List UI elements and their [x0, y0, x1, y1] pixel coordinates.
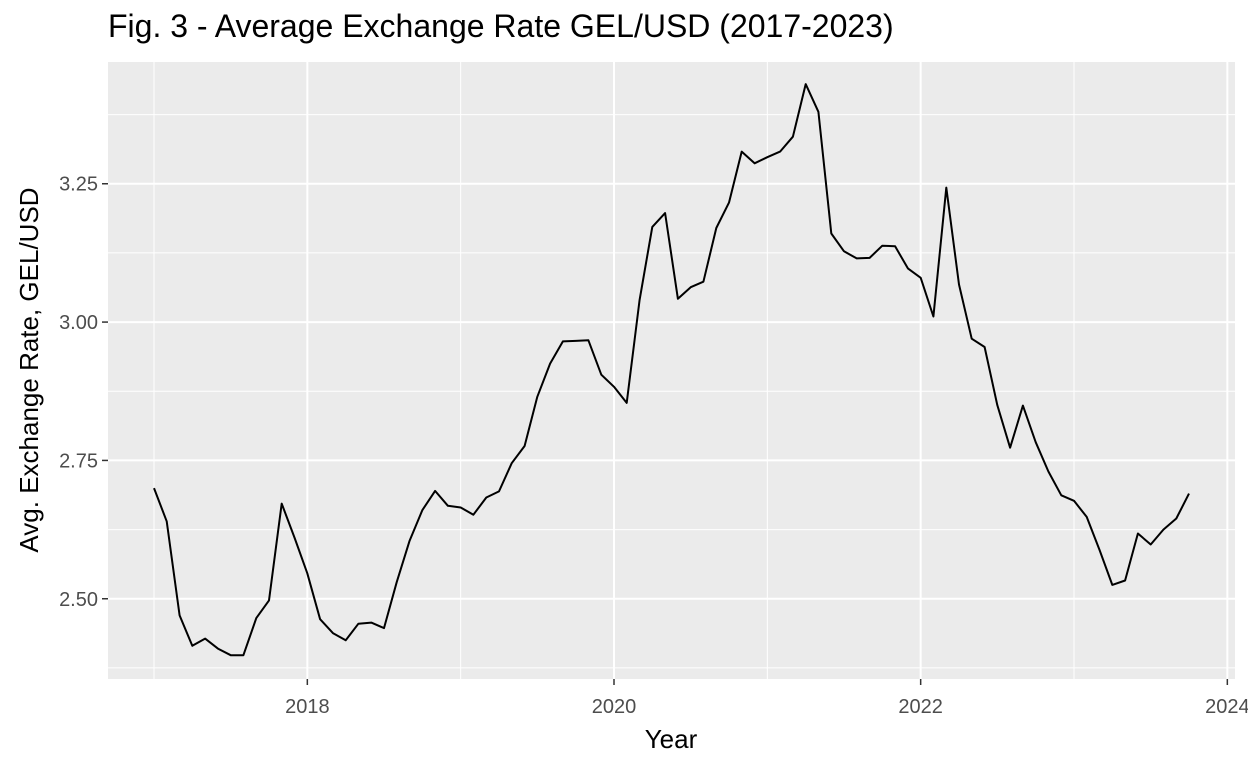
y-tick-label: 2.50: [59, 589, 98, 611]
axis-tick-labels: 2018 2020 2022 2024 2.50 2.75 3.00 3.25: [59, 174, 1248, 718]
y-axis-title: Avg. Exchange Rate, GEL/USD: [14, 187, 44, 552]
chart-title: Fig. 3 - Average Exchange Rate GEL/USD (…: [108, 8, 894, 44]
y-tick-label: 3.25: [59, 174, 98, 196]
plot-panel: [108, 62, 1235, 679]
x-tick-label: 2020: [592, 696, 637, 718]
axis-ticks: [102, 182, 1229, 685]
series-line: [153, 83, 1190, 657]
minor-gridlines: [108, 62, 1235, 679]
x-tick-label: 2024: [1205, 696, 1248, 718]
y-tick-label: 3.00: [59, 312, 98, 334]
y-tick-label: 2.75: [59, 450, 98, 472]
x-tick-label: 2018: [285, 696, 330, 718]
series-layer: [153, 83, 1190, 657]
x-axis-title: Year: [645, 724, 698, 754]
x-tick-label: 2022: [898, 696, 943, 718]
